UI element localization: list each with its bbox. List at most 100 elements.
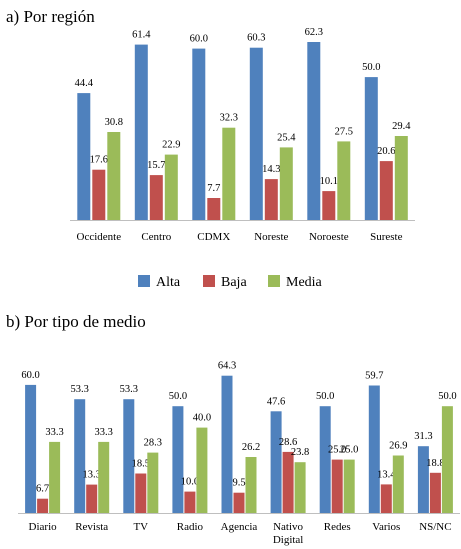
panel-b-bar-media-radio [196,427,208,513]
panel-a: 44.4 17.6 30.8 Occidente 61.4 15.7 22.9 Centro 6… [70,27,415,243]
panel-a-bar-alta-noroeste [307,42,321,220]
panel-a-bar-alta-occidente [77,93,91,220]
panel-b-category-label-varios: Varios [372,521,400,533]
panel-b-category-label-radio: Radio [177,521,204,533]
panel-b-value-label-baja-tv: 18.5 [132,459,150,470]
panel-a-bar-baja-noroeste [322,191,336,220]
panel-a-bar-media-cdmx [222,127,236,220]
panel-b-bar-baja-diario [37,498,49,513]
panel-a-bar-alta-sureste [364,77,378,220]
panel-b-value-label-baja-nativo-digital: 28.6 [279,437,297,448]
legend-swatch-alta [138,275,150,287]
panel-b-value-label-baja-agencia: 9.5 [232,478,245,489]
panel-a-bar-alta-cdmx [192,48,206,220]
panel-a-value-label-alta-occidente: 44.4 [75,78,94,89]
panel-b-value-label-media-nativo-digital: 23.8 [291,447,309,458]
panel-a-bar-media-noreste [279,147,293,220]
panel-b-category-label-nativo-digital-line-1: Nativo [273,521,303,533]
panel-a-category-label-occidente: Occidente [77,231,122,243]
panel-b-value-label-baja-redes: 25.0 [328,445,346,456]
panel-b-value-label-baja-revista: 13.3 [83,470,101,481]
panel-b-value-label-alta-tv: 53.3 [120,384,138,395]
panel-b-category-label-nativo-digital-line-2: Digital [273,534,304,546]
panel-a-value-label-media-noroeste: 27.5 [335,126,353,137]
panel-b-bar-alta-revista [74,399,86,513]
legend-label-alta: Alta [156,275,181,290]
legend-swatch-baja [203,275,215,287]
panel-b: 60.0 6.7 33.3 Diario 53.3 13.3 33.3 Revista 53.3… [18,361,460,546]
panel-a-category-label-sureste: Sureste [370,231,403,243]
panel-b-value-label-alta-nativo-digital: 47.6 [267,396,285,407]
panel-a-value-label-baja-noroeste: 10.1 [320,176,338,187]
panel-b-bar-baja-radio [184,491,196,513]
panel-b-bar-alta-radio [172,406,184,513]
panel-b-value-label-media-diario: 33.3 [45,427,63,438]
panel-b-category-label-ns-nc: NS/NC [419,521,451,533]
panel-b-bar-alta-diario [25,384,37,513]
panel-b-value-label-baja-ns-nc: 18.8 [426,458,444,469]
panel-b-title: b) Por tipo de medio [6,312,146,331]
legend: Alta Baja Media [138,275,323,290]
panel-a-category-label-noroeste: Noroeste [309,231,349,243]
legend-label-baja: Baja [221,275,247,290]
panel-a-bar-baja-occidente [92,169,106,220]
panel-b-category-label-redes: Redes [324,521,351,533]
panel-b-bar-media-revista [98,441,110,513]
panel-a-value-label-baja-cdmx: 7.7 [207,183,220,194]
panel-a-value-label-baja-centro: 15.7 [147,160,165,171]
panel-a-value-label-alta-noroeste: 62.3 [305,27,323,38]
panel-b-value-label-media-agencia: 26.2 [242,442,260,453]
panel-b-value-label-baja-varios: 13.4 [377,469,396,480]
panel-a-value-label-alta-centro: 61.4 [132,30,151,41]
panel-b-value-label-media-varios: 26.9 [389,441,407,452]
panel-b-value-label-baja-diario: 6.7 [36,484,49,495]
panel-b-bar-alta-agencia [221,375,233,513]
panel-b-value-label-baja-radio: 10.0 [181,477,199,488]
panel-b-bar-media-diario [49,441,61,513]
panel-a-bar-baja-centro [149,175,163,220]
panel-b-value-label-alta-redes: 50.0 [316,391,334,402]
panel-b-value-label-alta-agencia: 64.3 [218,361,236,372]
panel-a-category-label-centro: Centro [141,231,171,243]
panel-a-value-label-media-cdmx: 32.3 [220,113,238,124]
panel-b-category-label-revista: Revista [75,521,108,533]
panel-b-bar-baja-varios [380,484,392,513]
panel-b-value-label-media-ns-nc: 50.0 [438,391,456,402]
panel-b-bar-media-tv [147,452,159,513]
legend-swatch-media [268,275,280,287]
panel-a-title: a) Por región [6,7,95,26]
panel-b-bar-baja-nativo-digital [282,451,294,513]
panel-a-value-label-alta-noreste: 60.3 [247,33,265,44]
panel-a-bar-media-noroeste [337,141,351,220]
panel-a-value-label-alta-cdmx: 60.0 [190,34,208,45]
panel-b-bar-media-varios [392,455,404,513]
panel-b-value-label-media-revista: 33.3 [95,427,113,438]
panel-a-bar-baja-cdmx [207,198,221,220]
panel-b-bar-media-ns-nc [441,406,453,513]
panel-b-bar-media-redes [343,459,355,513]
panel-b-bar-baja-tv [135,473,147,513]
panel-b-category-label-tv: TV [133,521,148,533]
panel-b-bar-baja-agencia [233,492,245,513]
panel-b-bar-baja-revista [86,484,98,513]
panel-b-value-label-media-redes: 25.0 [340,445,358,456]
panel-b-value-label-alta-ns-nc: 31.3 [414,431,432,442]
panel-b-value-label-alta-radio: 50.0 [169,391,187,402]
panel-a-value-label-baja-occidente: 17.6 [90,155,108,166]
panel-a-bar-alta-centro [134,44,148,220]
panel-a-value-label-media-centro: 22.9 [162,140,180,151]
panel-b-value-label-alta-revista: 53.3 [71,384,89,395]
panel-b-category-label-agencia: Agencia [221,521,258,533]
panel-a-value-label-baja-sureste: 20.6 [377,146,395,157]
panel-a-bar-media-centro [164,154,178,220]
panel-a-category-label-cdmx: CDMX [197,231,230,243]
panel-b-bar-baja-ns-nc [429,472,441,513]
panel-b-value-label-alta-varios: 59.7 [365,371,383,382]
panel-a-bar-media-sureste [394,136,408,220]
panel-a-value-label-alta-sureste: 50.0 [362,62,380,73]
panel-b-bar-alta-tv [123,399,135,513]
panel-b-bar-media-nativo-digital [294,462,306,513]
panel-b-bar-alta-ns-nc [417,446,429,513]
panel-b-value-label-media-radio: 40.0 [193,413,211,424]
